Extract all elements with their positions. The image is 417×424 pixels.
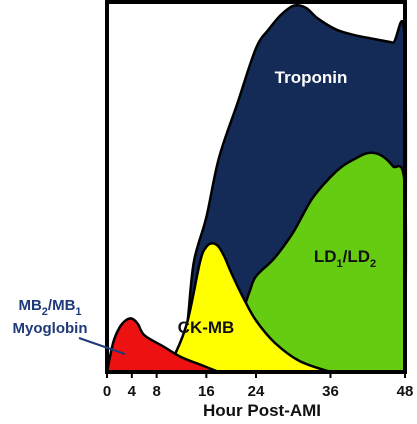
x-tick-label: 4 [128, 383, 137, 400]
x-tick-label: 36 [322, 383, 339, 400]
series-areas [105, 4, 408, 374]
area-mb2-mb1-myoglobin [105, 317, 221, 374]
area-ld1-ld2 [229, 151, 408, 374]
x-tick-label: 8 [152, 383, 160, 400]
x-tick-label: 48 [397, 383, 414, 400]
series-label-troponin: Troponin [275, 68, 348, 87]
x-axis-label: Hour Post-AMI [203, 401, 321, 420]
x-tick-label: 24 [248, 383, 265, 400]
x-tick-label: 16 [198, 383, 215, 400]
area-ck-mb [161, 241, 332, 374]
x-axis-ticks: 0 4 8 16 24 36 48 [103, 372, 414, 400]
series-label-ck-mb: CK-MB [178, 318, 235, 337]
series-label-ld1-ld2: LD1/LD2 [314, 247, 376, 270]
myoglobin-pointer-line [78, 337, 126, 355]
series-label-mb2-mb1-myoglobin: MB2/MB1 Myoglobin [13, 297, 88, 337]
x-tick-label: 0 [103, 383, 111, 400]
